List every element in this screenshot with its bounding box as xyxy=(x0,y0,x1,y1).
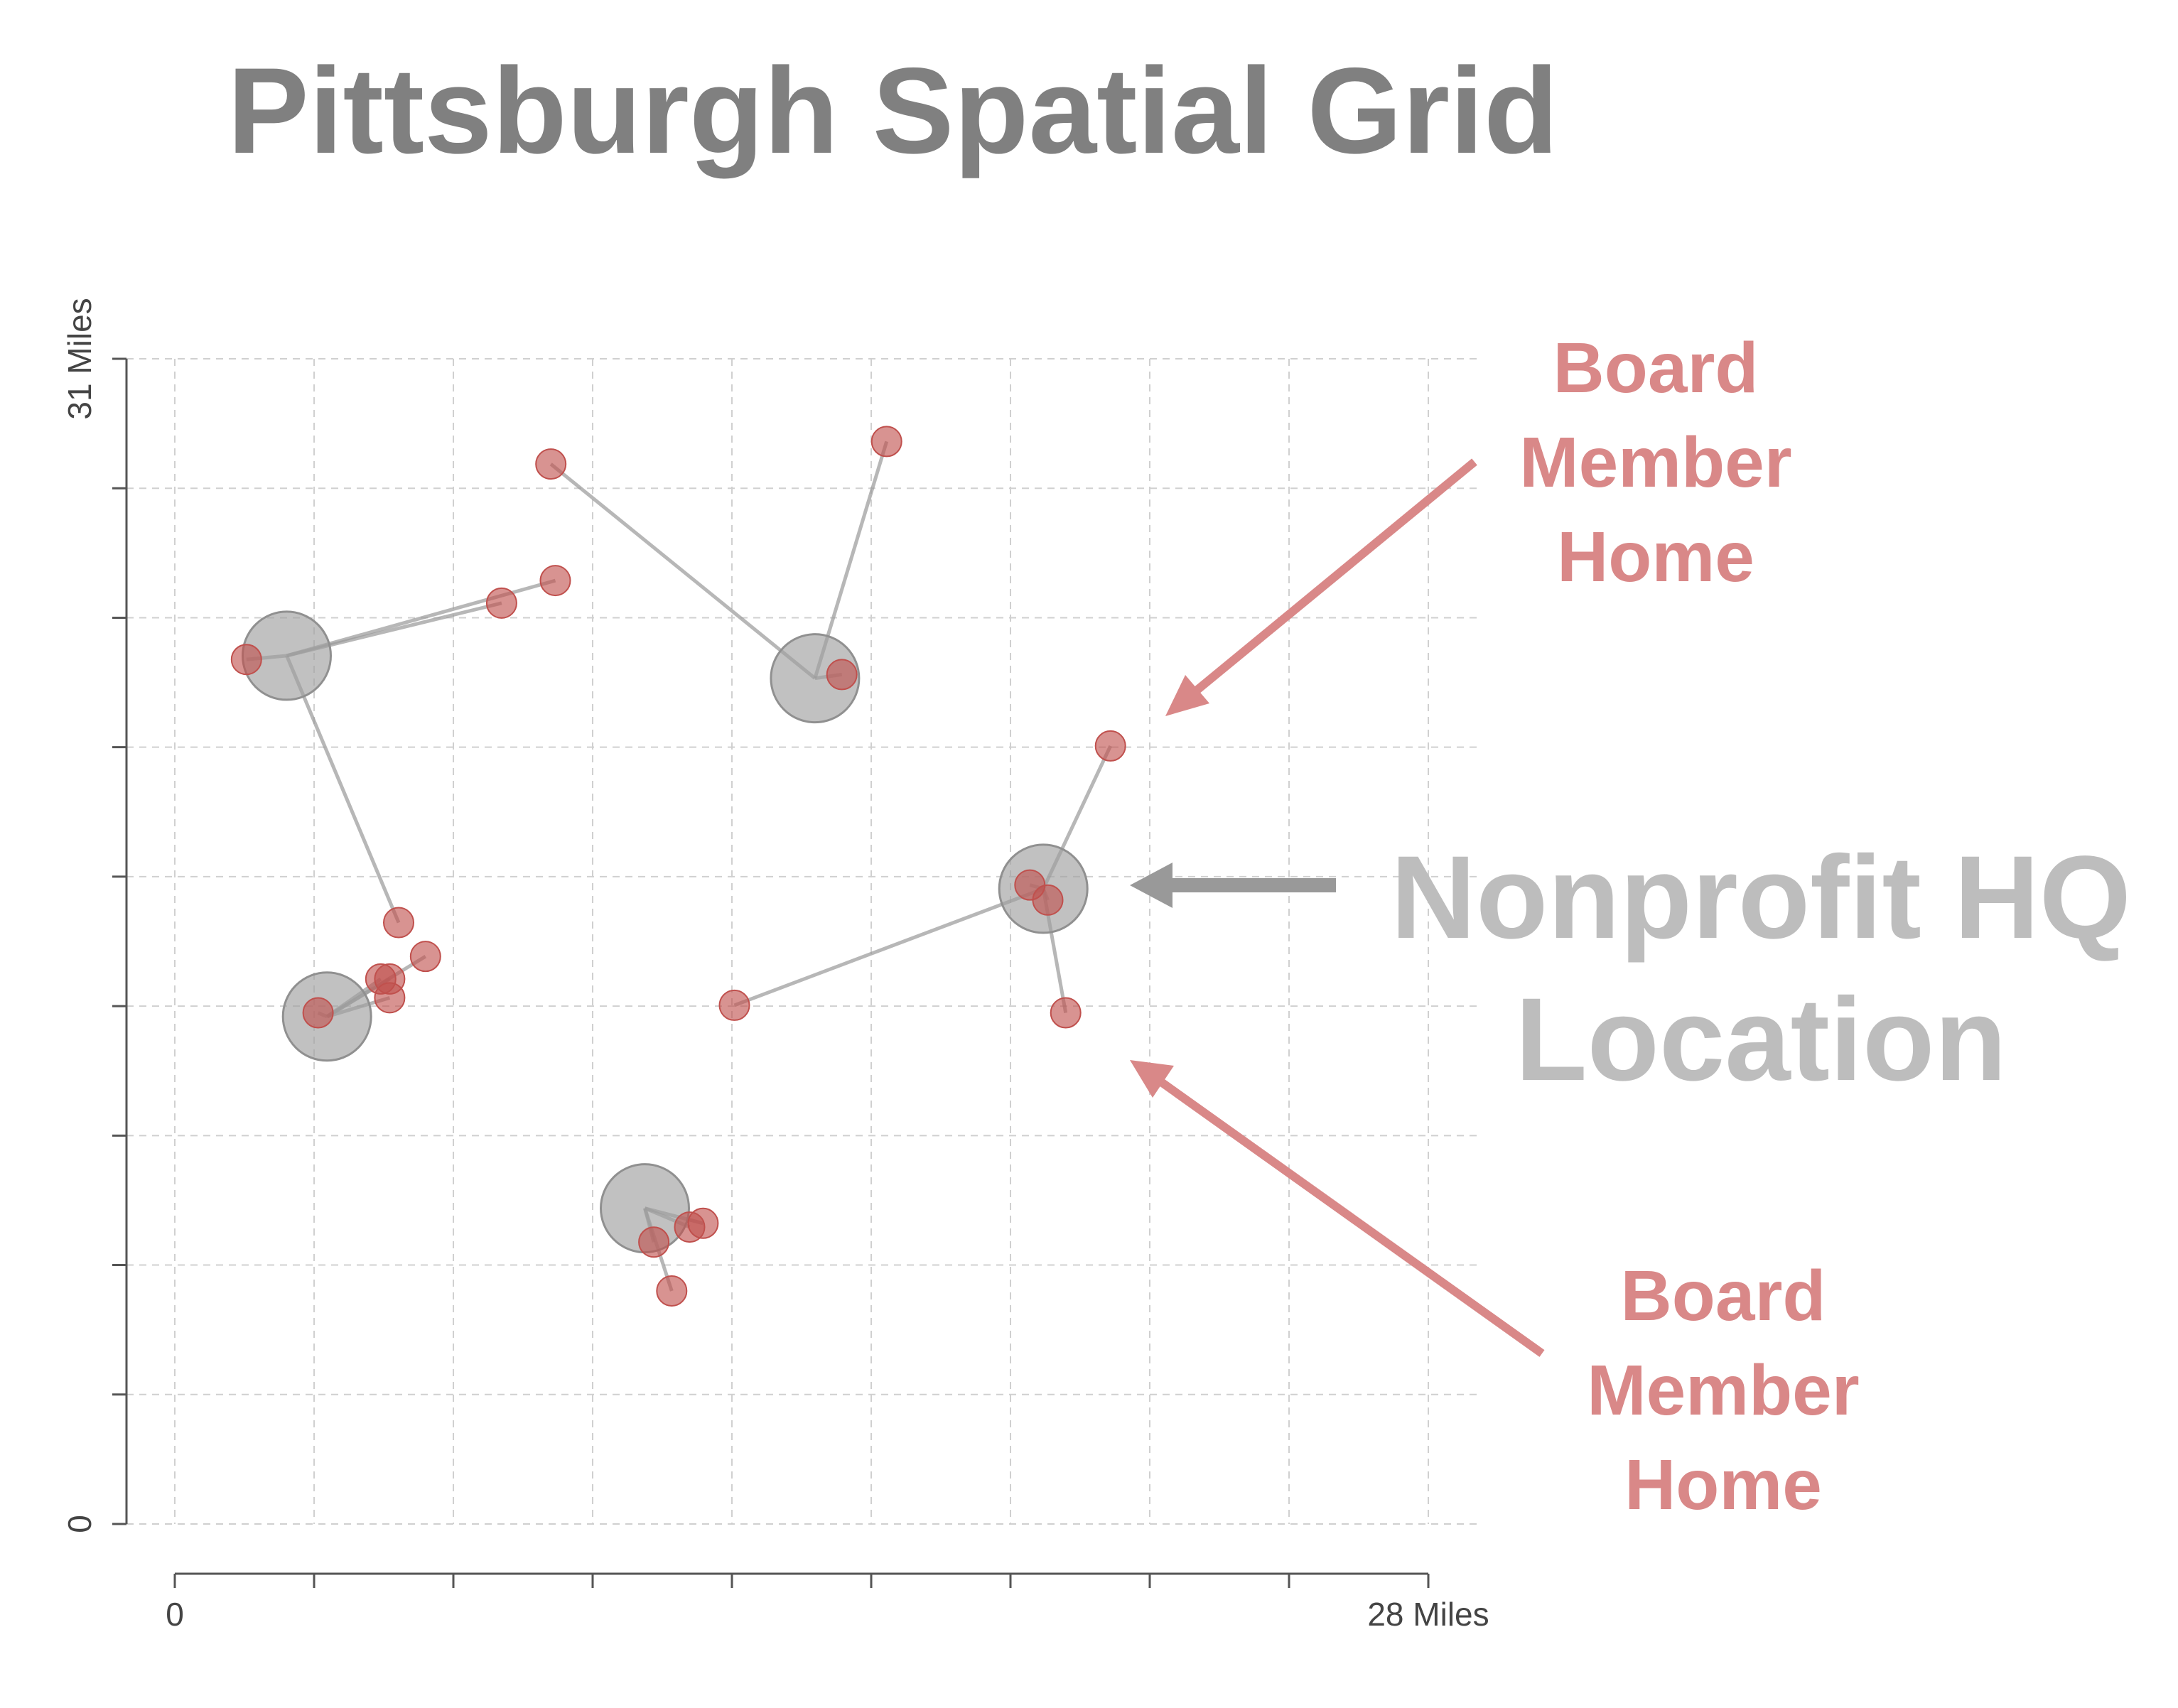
x-tick-label-max: 28 Miles xyxy=(1367,1596,1489,1633)
annotation-hq: Nonprofit HQ Location xyxy=(1391,832,2131,1106)
hq-home-link xyxy=(733,887,1045,1007)
annotation-board-top-line1: Board xyxy=(1553,328,1759,408)
board-member-home-point xyxy=(1032,884,1064,916)
hq-location-point xyxy=(770,633,861,724)
board-member-home-point xyxy=(718,989,750,1021)
board-member-home-point xyxy=(656,1275,688,1307)
x-tick-label-min: 0 xyxy=(166,1596,184,1633)
hq-layer xyxy=(242,610,1089,1254)
annotation-board-bottom-line1: Board xyxy=(1621,1256,1826,1336)
grid-layer xyxy=(126,358,1482,1525)
annotation-hq-line1: Nonprofit HQ xyxy=(1391,832,2131,963)
annotation-hq-line2: Location xyxy=(1515,974,2007,1106)
axis-layer xyxy=(125,359,1428,1575)
arrow-board-top xyxy=(1165,458,1477,716)
board-member-home-point xyxy=(485,587,517,619)
board-member-home-point xyxy=(1094,730,1126,762)
annotation-board-top: Board Member Home xyxy=(1519,328,1791,597)
y-tick-label-min: 0 xyxy=(61,1515,98,1533)
board-member-home-point xyxy=(1050,997,1082,1029)
board-member-home-point xyxy=(383,907,414,939)
board-member-home-point xyxy=(687,1207,719,1239)
board-member-home-point xyxy=(539,565,571,597)
chart-title: Pittsburgh Spatial Grid xyxy=(227,43,1558,179)
board-member-home-point xyxy=(409,941,441,973)
annotation-board-top-line3: Home xyxy=(1557,517,1754,597)
annotation-board-bottom-line3: Home xyxy=(1624,1445,1822,1525)
board-member-home-point xyxy=(826,659,858,691)
hq-home-link xyxy=(285,654,401,924)
annotation-board-top-line2: Member xyxy=(1519,423,1791,502)
arrow-board-top-head xyxy=(1165,675,1209,716)
y-tick-label-max: 31 Miles xyxy=(61,298,98,419)
arrow-board-bottom-head xyxy=(1130,1060,1174,1098)
board-member-home-point xyxy=(374,982,406,1014)
board-member-home-point xyxy=(302,997,334,1029)
board-member-home-point xyxy=(870,426,902,458)
tick-layer xyxy=(112,357,1430,1588)
board-member-home-point xyxy=(230,644,262,676)
board-member-home-point xyxy=(535,448,567,480)
arrow-board-bottom-shaft xyxy=(1155,1076,1545,1357)
annotation-board-bottom: Board Member Home xyxy=(1587,1256,1859,1525)
hq-home-link xyxy=(549,463,816,680)
annotation-board-bottom-line2: Member xyxy=(1587,1351,1859,1430)
arrow-hq-head xyxy=(1130,863,1172,908)
board-member-home-point xyxy=(638,1226,670,1258)
arrow-board-top-shaft xyxy=(1191,458,1477,696)
home-layer xyxy=(230,426,1126,1307)
arrow-board-bottom xyxy=(1130,1060,1545,1357)
arrow-hq xyxy=(1130,863,1336,908)
link-layer xyxy=(246,440,1112,1292)
